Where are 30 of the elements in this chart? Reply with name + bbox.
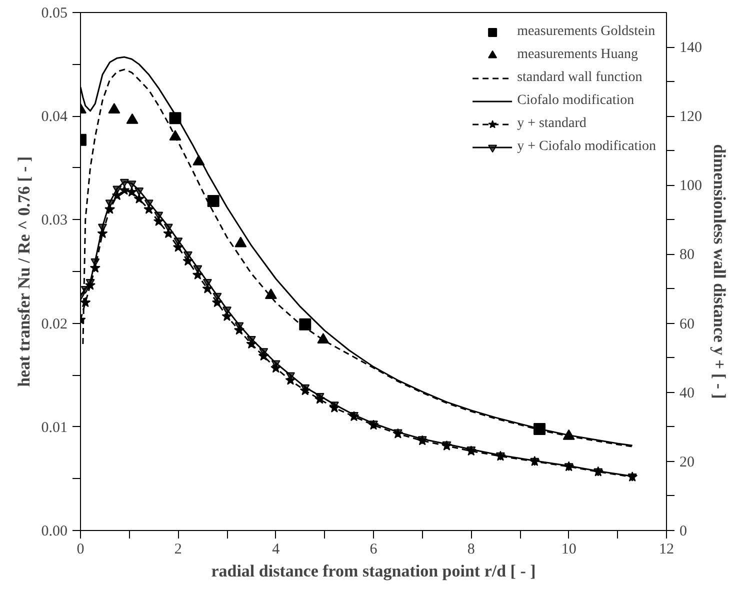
legend-label: measurements Goldstein xyxy=(517,24,656,40)
y2-tick-label: 140 xyxy=(680,40,702,56)
y-tick-label: 0.04 xyxy=(41,109,68,126)
y2-axis-title: dimensionless wall distance y + [ - ] xyxy=(710,144,729,399)
x-tick-label: 4 xyxy=(272,542,280,558)
y2-tick-label: 20 xyxy=(680,454,694,470)
x-tick-label: 2 xyxy=(174,542,182,558)
x-tick-label: 12 xyxy=(659,542,674,558)
y-axis-title: heat transfer Nu / Re ^ 0.76 [ - ] xyxy=(14,156,34,387)
y2-tick-label: 60 xyxy=(680,316,694,332)
legend-label: y + standard xyxy=(517,116,586,132)
legend-label: y + Ciofalo modification xyxy=(517,139,656,155)
legend-label: standard wall function xyxy=(517,70,642,86)
y-tick-label: 0.02 xyxy=(41,316,68,332)
x-axis-title: radial distance from stagnation point r/d [ - ] xyxy=(211,562,536,580)
legend-label: Ciofalo modification xyxy=(517,93,634,109)
y-tick-label: 0.05 xyxy=(41,6,68,22)
y-tick-label: 0.00 xyxy=(41,524,68,540)
y-tick-label: 0.01 xyxy=(41,420,68,436)
x-tick-label: 6 xyxy=(370,542,378,558)
legend-label: measurements Huang xyxy=(517,47,638,63)
y2-tick-label: 0 xyxy=(680,524,687,540)
x-tick-label: 10 xyxy=(561,542,576,558)
y2-tick-label: 80 xyxy=(680,247,694,264)
y2-tick-label: 40 xyxy=(680,385,694,402)
x-tick-label: 0 xyxy=(76,542,84,558)
y-tick-label: 0.03 xyxy=(41,212,68,229)
y2-tick-label: 120 xyxy=(680,109,702,126)
y2-tick-label: 100 xyxy=(680,178,702,194)
x-tick-label: 8 xyxy=(467,542,475,558)
